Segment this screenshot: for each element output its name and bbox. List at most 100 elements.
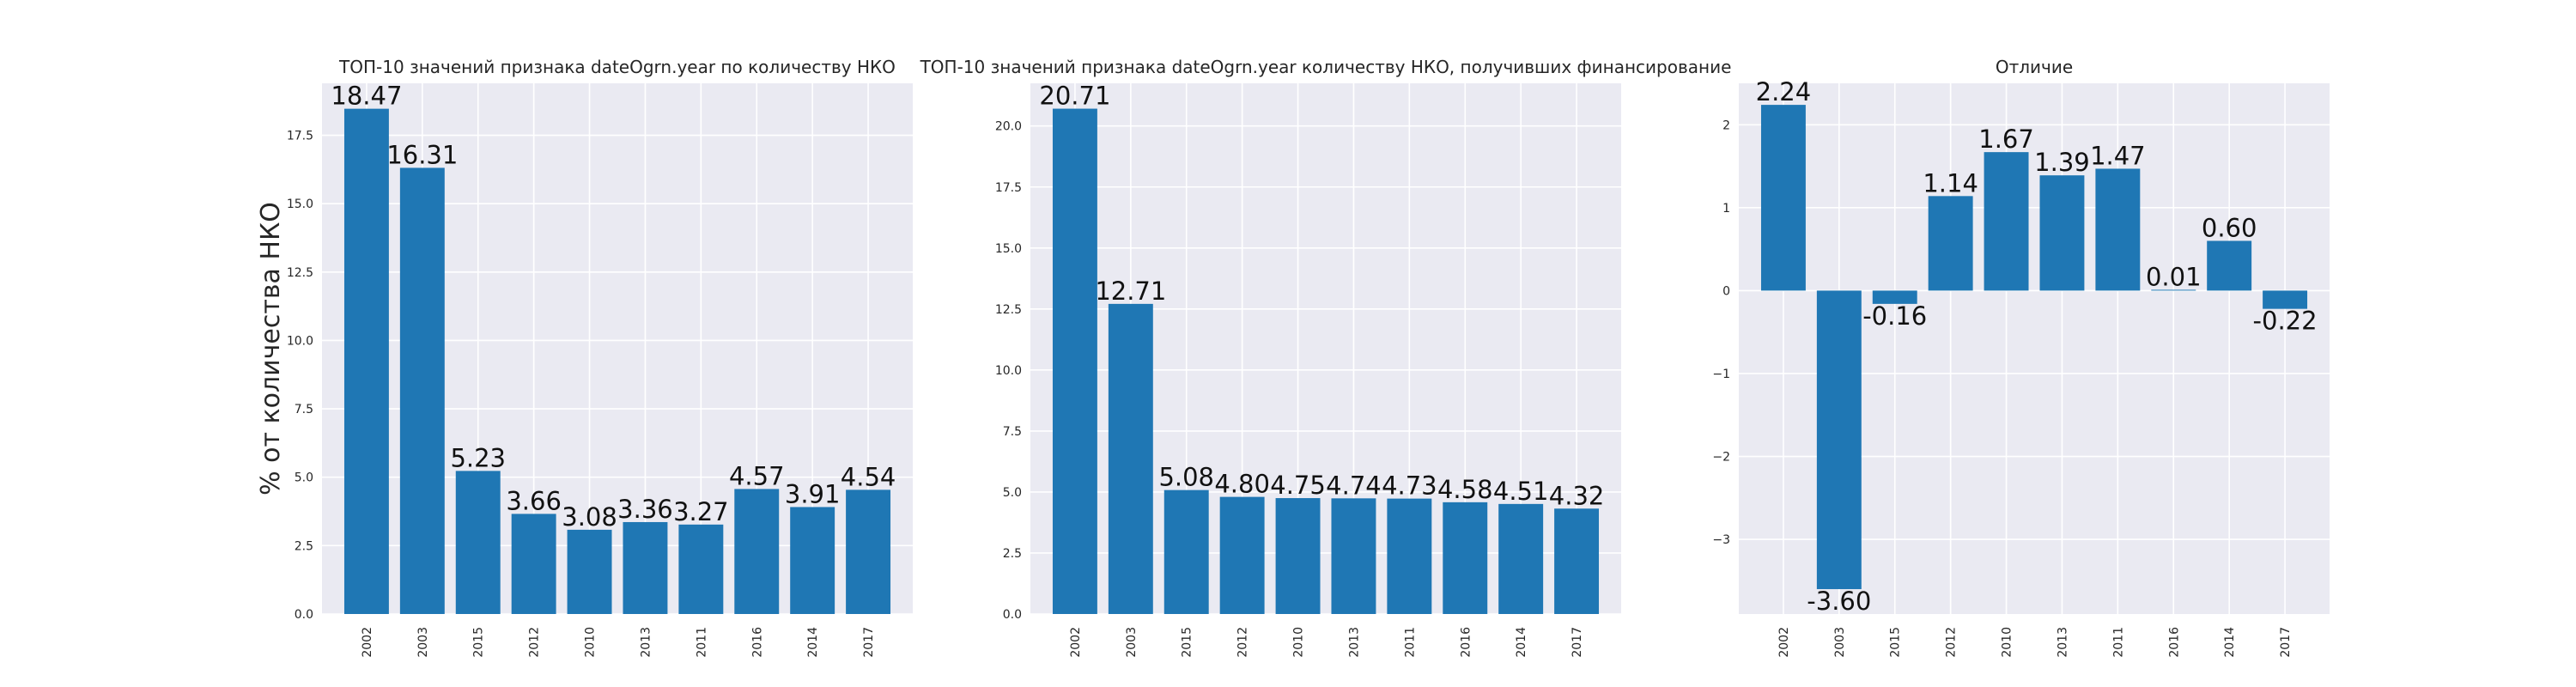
x-tick-label: 2016: [750, 627, 764, 658]
bar: [2095, 168, 2141, 291]
x-tick-label: 2012: [1945, 627, 1959, 658]
chart-title: Отличие: [1996, 57, 2073, 77]
data-label: 4.51: [1493, 477, 1549, 506]
data-label: 3.36: [617, 495, 673, 524]
data-label: 4.57: [729, 461, 785, 490]
bar: [790, 507, 835, 614]
x-tick-label: 2011: [1403, 627, 1417, 658]
chart-panel-count: 0.0 2.5 5.0 7.5 10.0 12.5 15.0 17.5 18.47 2002 16.…: [256, 57, 913, 658]
data-label: 2.24: [1756, 77, 1812, 106]
chart-title: ТОП-10 значений признака dateOgrn.year п…: [338, 57, 896, 77]
bar: [1108, 303, 1153, 614]
y-tick-label: 0.0: [1003, 608, 1022, 622]
y-tick-label: 10.0: [287, 334, 313, 348]
data-label: 0.01: [2146, 262, 2202, 291]
bar: [1984, 152, 2029, 291]
x-tick-label: 2012: [528, 627, 542, 658]
data-label: 20.71: [1039, 82, 1110, 111]
bar: [455, 471, 501, 614]
bar: [1275, 498, 1321, 614]
data-label: 4.74: [1326, 471, 1382, 500]
x-tick-label: 2002: [361, 627, 374, 658]
y-tick-label: 7.5: [295, 403, 313, 416]
data-label: 4.32: [1549, 481, 1605, 510]
bar: [1816, 290, 1862, 590]
data-label: 1.67: [1978, 125, 2034, 154]
bar: [734, 489, 780, 614]
x-tick-label: 2015: [1889, 627, 1903, 658]
bar: [1872, 290, 1917, 304]
y-tick-label: 2.5: [295, 539, 313, 553]
y-tick-label: 2.5: [1003, 547, 1022, 561]
bar: [1387, 498, 1432, 614]
data-label: 4.58: [1437, 475, 1493, 504]
data-label: 12.71: [1095, 277, 1166, 306]
y-tick-label: 7.5: [1003, 425, 1022, 439]
y-tick-label: 17.5: [995, 181, 1022, 195]
chart-title: ТОП-10 значений признака dateOgrn.year к…: [920, 57, 1732, 77]
y-tick-label: 5.0: [1003, 486, 1022, 500]
x-tick-label: 2010: [2001, 627, 2014, 658]
bar: [2263, 290, 2308, 309]
bar: [678, 524, 724, 614]
y-tick-label: 20.0: [995, 120, 1022, 134]
y-tick-label: 2: [1722, 119, 1730, 132]
y-tick-label: 0: [1722, 284, 1730, 298]
data-label: 3.91: [785, 479, 841, 508]
data-label: 3.08: [562, 502, 617, 532]
bar: [623, 521, 668, 614]
data-label: 18.47: [331, 82, 402, 111]
data-label: 5.23: [450, 443, 506, 472]
data-label: 3.27: [673, 497, 729, 526]
data-label: 1.47: [2090, 141, 2146, 170]
data-label: 4.80: [1214, 470, 1270, 499]
bar: [1554, 508, 1600, 614]
chart-panel-funded: 0.0 2.5 5.0 7.5 10.0 12.5 15.0 17.5 20.0 20.71 200…: [920, 57, 1732, 658]
bar: [1443, 502, 1488, 614]
x-tick-label: 2013: [639, 627, 653, 658]
data-label: 1.39: [2034, 148, 2090, 177]
x-tick-label: 2017: [862, 627, 876, 658]
x-tick-label: 2014: [2223, 627, 2237, 658]
x-tick-label: 2015: [472, 627, 486, 658]
x-tick-label: 2003: [1125, 627, 1139, 658]
bar: [567, 529, 612, 614]
x-tick-label: 2017: [2279, 627, 2293, 658]
y-tick-label: 15.0: [287, 198, 313, 211]
x-tick-label: 2003: [416, 627, 430, 658]
bar: [1219, 496, 1265, 614]
y-tick-label: −3: [1712, 533, 1730, 547]
data-label: 4.73: [1382, 471, 1437, 501]
x-tick-label: 2015: [1181, 627, 1194, 658]
x-tick-label: 2014: [1515, 627, 1528, 658]
x-tick-label: 2011: [2111, 627, 2125, 658]
bar: [2039, 175, 2085, 291]
y-tick-label: 5.0: [295, 471, 313, 485]
x-tick-label: 2002: [1069, 627, 1083, 658]
y-axis-label: % от количества НКО: [256, 202, 286, 495]
data-label: 0.60: [2202, 213, 2257, 242]
data-label: -3.60: [1807, 587, 1871, 616]
x-tick-label: 2010: [1292, 627, 1306, 658]
bar: [1928, 196, 1973, 291]
bar: [511, 514, 556, 614]
x-tick-label: 2016: [2167, 627, 2181, 658]
y-tick-label: 1: [1722, 202, 1730, 216]
y-tick-label: 15.0: [995, 242, 1022, 256]
bar: [343, 108, 389, 614]
data-label: 16.31: [386, 140, 458, 169]
x-tick-label: 2002: [1777, 627, 1791, 658]
x-tick-label: 2011: [695, 627, 708, 658]
x-tick-label: 2003: [1833, 627, 1847, 658]
data-label: 3.66: [506, 486, 562, 515]
bar: [2207, 240, 2252, 291]
bar: [2151, 289, 2196, 291]
y-tick-label: −1: [1712, 368, 1730, 381]
data-label: 1.14: [1923, 168, 1978, 198]
x-tick-label: 2014: [806, 627, 820, 658]
bar: [399, 167, 445, 614]
y-tick-label: 12.5: [995, 303, 1022, 317]
y-tick-label: 0.0: [295, 608, 313, 622]
y-tick-label: 10.0: [995, 364, 1022, 378]
